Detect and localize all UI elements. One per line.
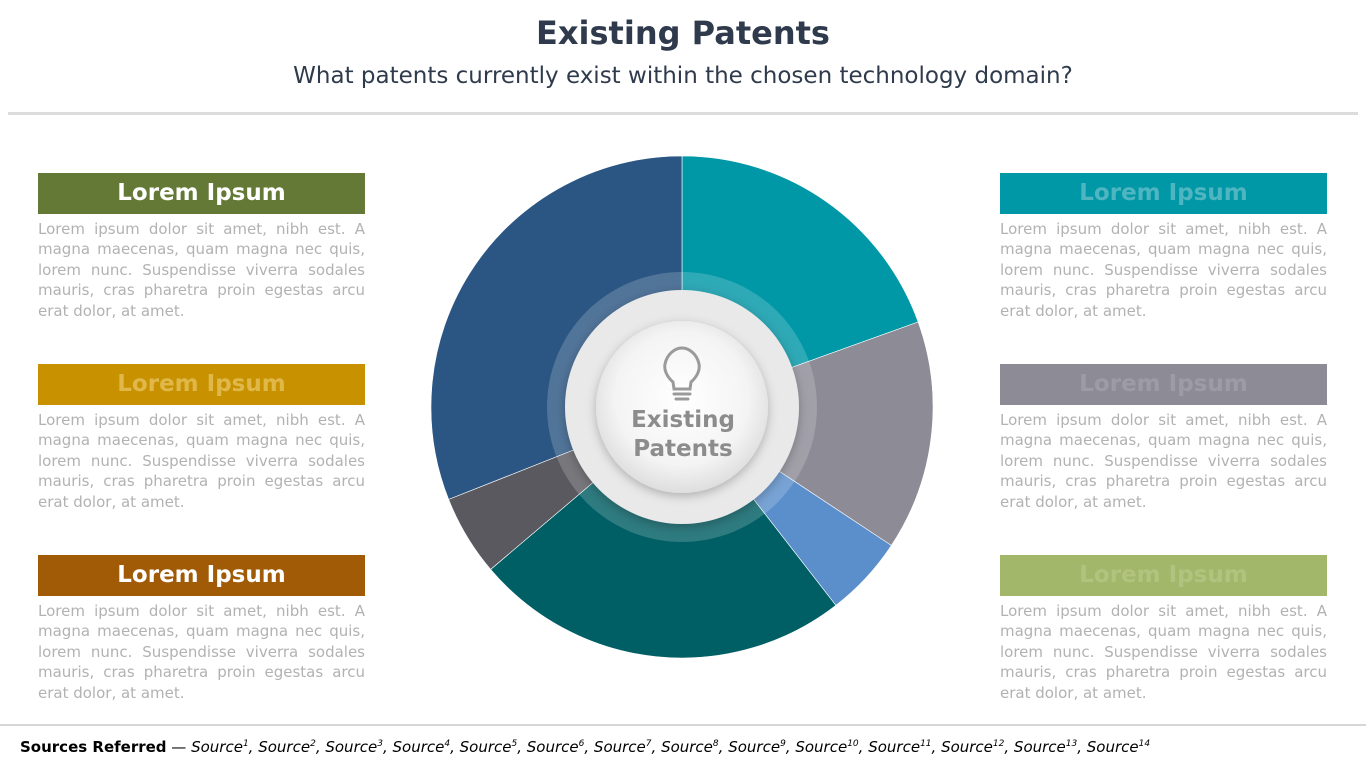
info-block-1: Lorem Ipsum Lorem ipsum dolor sit amet, … bbox=[38, 173, 365, 321]
info-block-6: Lorem Ipsum Lorem ipsum dolor sit amet, … bbox=[1000, 555, 1327, 703]
diagram-center-label: Existing Patents bbox=[598, 406, 768, 464]
info-block-text: Lorem ipsum dolor sit amet, nibh est. A … bbox=[38, 602, 365, 702]
sources-list: Source1, Source2, Source3, Source4, Sour… bbox=[191, 738, 1151, 756]
info-block-text: Lorem ipsum dolor sit amet, nibh est. A … bbox=[1000, 220, 1327, 320]
donut-segment-2 bbox=[681, 321, 934, 546]
info-block-title: Lorem Ipsum bbox=[38, 173, 365, 214]
source-item: Source10 bbox=[795, 738, 859, 756]
info-block-text: Lorem ipsum dolor sit amet, nibh est. A … bbox=[38, 220, 365, 320]
info-block-text: Lorem ipsum dolor sit amet, nibh est. A … bbox=[1000, 602, 1327, 702]
page-title: Existing Patents bbox=[536, 14, 830, 52]
source-item: Source3 bbox=[325, 738, 383, 756]
info-block-title: Lorem Ipsum bbox=[1000, 364, 1327, 405]
info-block-text: Lorem ipsum dolor sit amet, nibh est. A … bbox=[1000, 411, 1327, 511]
source-item: Source5 bbox=[459, 738, 518, 756]
hub-disc bbox=[596, 321, 768, 493]
info-block-title: Lorem Ipsum bbox=[38, 555, 365, 596]
source-item: Source14 bbox=[1086, 738, 1151, 756]
source-item: Source6 bbox=[526, 738, 585, 756]
sources-footer: Sources Referred — Source1, Source2, Sou… bbox=[20, 738, 1150, 756]
source-item: Source13 bbox=[1013, 738, 1078, 756]
source-item: Source1 bbox=[191, 738, 249, 756]
source-item: Source4 bbox=[392, 738, 451, 756]
info-block-3: Lorem Ipsum Lorem ipsum dolor sit amet, … bbox=[38, 555, 365, 703]
source-item: Source12 bbox=[941, 738, 1005, 756]
page-subtitle: What patents currently exist within the … bbox=[293, 63, 1073, 89]
source-item: Source2 bbox=[258, 738, 316, 756]
source-item: Source8 bbox=[661, 738, 719, 756]
info-block-title: Lorem Ipsum bbox=[1000, 555, 1327, 596]
sources-separator: — bbox=[166, 738, 192, 756]
info-block-2: Lorem Ipsum Lorem ipsum dolor sit amet, … bbox=[38, 364, 365, 512]
source-item: Source9 bbox=[728, 738, 786, 756]
header-divider bbox=[8, 112, 1358, 115]
source-item: Source11 bbox=[868, 738, 932, 756]
footer-divider bbox=[0, 724, 1366, 726]
info-block-title: Lorem Ipsum bbox=[1000, 173, 1327, 214]
sources-label: Sources Referred bbox=[20, 738, 167, 756]
center-label-line-2: Patents bbox=[633, 436, 733, 462]
lightbulb-icon bbox=[663, 346, 701, 401]
center-label-line-1: Existing bbox=[631, 407, 735, 433]
patent-donut-diagram bbox=[430, 155, 934, 659]
info-block-title: Lorem Ipsum bbox=[38, 364, 365, 405]
source-item: Source7 bbox=[593, 738, 652, 756]
info-block-5: Lorem Ipsum Lorem ipsum dolor sit amet, … bbox=[1000, 364, 1327, 512]
donut-segment-4 bbox=[490, 406, 837, 659]
info-block-4: Lorem Ipsum Lorem ipsum dolor sit amet, … bbox=[1000, 173, 1327, 321]
info-block-text: Lorem ipsum dolor sit amet, nibh est. A … bbox=[38, 411, 365, 511]
